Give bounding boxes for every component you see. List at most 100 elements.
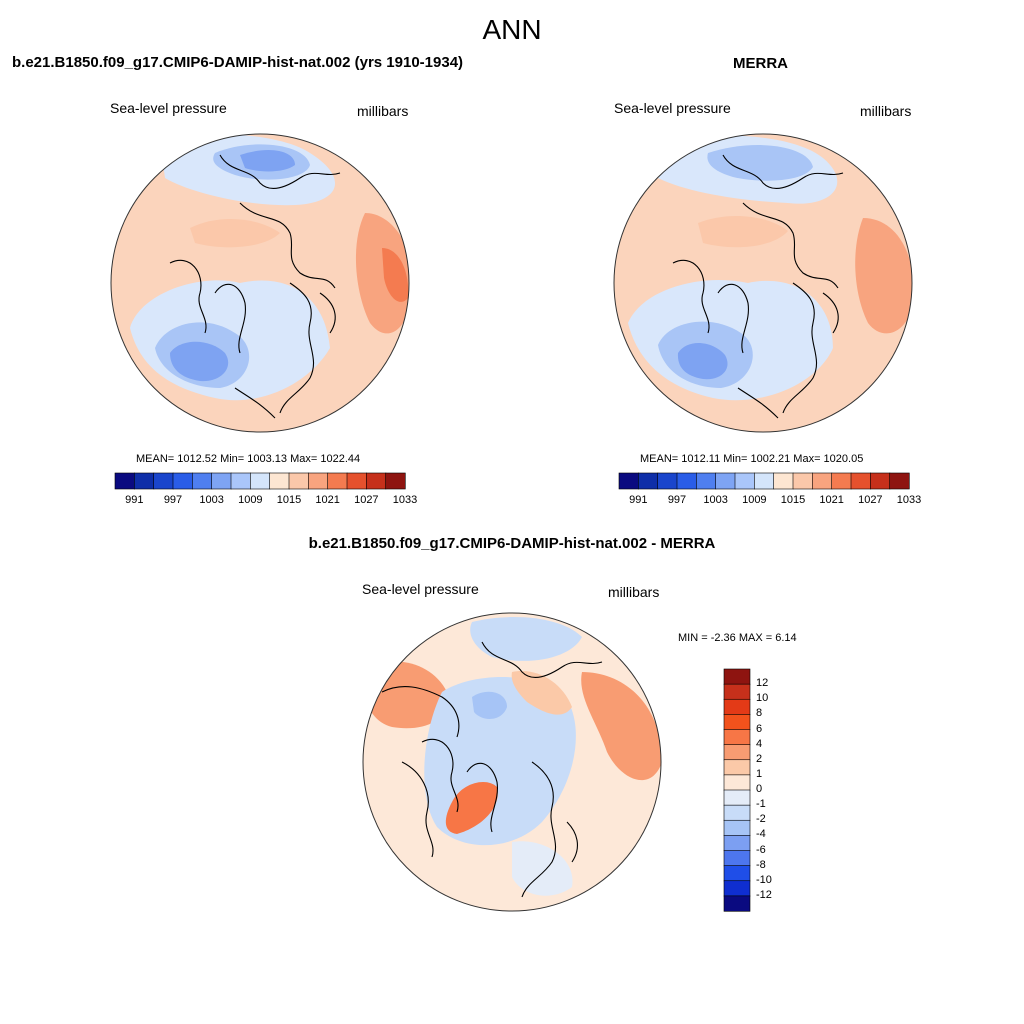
panel2-colorbar-box bbox=[889, 472, 910, 490]
panel3-colorbar-tick: -8 bbox=[756, 858, 766, 871]
panel1-colorbar-box bbox=[211, 472, 232, 490]
panel1-colorbar-tick: 1015 bbox=[276, 494, 302, 506]
panel1-colorbar-box bbox=[153, 472, 174, 490]
panel3-units-label: millibars bbox=[608, 584, 660, 600]
panel3-colorbar-tick: -4 bbox=[756, 828, 766, 841]
panel3-neg-core bbox=[472, 691, 507, 719]
panel3-pos-greenland bbox=[445, 782, 498, 834]
panel1-colorbar-box bbox=[134, 472, 155, 490]
panel3-map-border bbox=[362, 612, 662, 912]
panel1-colorbar-box bbox=[288, 472, 309, 490]
panel3-colorbar-tick: -10 bbox=[756, 873, 772, 886]
panel3-colorbar-tick: -2 bbox=[756, 813, 766, 826]
panel1-colorbar-box bbox=[114, 472, 135, 490]
panel2-colorbar-tick: 1003 bbox=[703, 494, 728, 506]
panel2-coastlines bbox=[672, 154, 844, 419]
panel2-map-border bbox=[613, 133, 913, 433]
panel2-colorbar-box bbox=[773, 472, 794, 490]
panel3-colorbar-tick: 8 bbox=[756, 707, 763, 720]
panel2-colorbar-box bbox=[734, 472, 755, 490]
panel1-low-atlantic-inner bbox=[170, 341, 229, 382]
panel2-colorbar-box bbox=[754, 472, 775, 490]
panel3-colorbar-box bbox=[723, 714, 751, 731]
panel3-coastlines bbox=[381, 641, 603, 898]
panel2-high-arctic bbox=[698, 216, 788, 248]
panel1-high-arctic bbox=[190, 218, 280, 248]
panel3-colorbar-box bbox=[723, 698, 751, 715]
panel2-low-atlantic-inner bbox=[677, 343, 728, 380]
panel3-colorbar-tick: 12 bbox=[756, 677, 769, 690]
panel2-colorbar-ticks: 991 997 1003 1009 1015 1021 1027 1033 bbox=[619, 494, 921, 508]
panel2-colorbar-box bbox=[812, 472, 833, 490]
panel1-colorbar-tick: 1003 bbox=[199, 494, 224, 506]
panel3-colorbar-tick: 4 bbox=[756, 737, 763, 750]
panel1-colorbar-box bbox=[172, 472, 193, 490]
panel1-colorbar bbox=[114, 472, 406, 490]
panel2-colorbar-box bbox=[715, 472, 736, 490]
panel3-pos-right bbox=[581, 672, 661, 781]
panel1-colorbar-box bbox=[269, 472, 290, 490]
panel2-colorbar-tick: 1015 bbox=[780, 494, 806, 506]
panel1-stats: MEAN= 1012.52 Min= 1003.13 Max= 1022.44 bbox=[136, 453, 361, 465]
panel3-polar-map bbox=[362, 612, 662, 912]
panel3-colorbar-tick: 1 bbox=[756, 767, 763, 780]
panel3-colorbar-tick: -1 bbox=[756, 798, 766, 811]
panel3-colorbar-tick: 6 bbox=[756, 722, 763, 735]
panel3-colorbar bbox=[723, 668, 751, 912]
panel2-colorbar-tick: 997 bbox=[667, 494, 687, 506]
panel1-colorbar-tick: 1033 bbox=[392, 494, 418, 506]
panel2-colorbar-tick: 991 bbox=[629, 494, 648, 506]
panel1-colorbar-box bbox=[230, 472, 251, 490]
panel2-title: MERRA bbox=[733, 55, 788, 72]
panel1-colorbar-tick: 1009 bbox=[238, 494, 263, 506]
panel1-colorbar-ticks: 991 997 1003 1009 1015 1021 1027 1033 bbox=[115, 494, 417, 508]
panel2-stats: MEAN= 1012.11 Min= 1002.21 Max= 1020.05 bbox=[640, 453, 864, 465]
panel3-neg-top bbox=[470, 617, 582, 661]
panel3-colorbar-box bbox=[723, 819, 751, 836]
panel3-colorbar-box bbox=[723, 865, 751, 882]
panel3-variable-label: Sea-level pressure bbox=[362, 581, 479, 597]
panel1-polar-map bbox=[110, 133, 410, 433]
panel1-variable-label: Sea-level pressure bbox=[110, 100, 227, 116]
panel2-colorbar-box bbox=[657, 472, 678, 490]
panel3-colorbar-box bbox=[723, 729, 751, 746]
panel3-colorbar-box bbox=[723, 880, 751, 897]
panel1-units-label: millibars bbox=[357, 103, 409, 119]
panel2-colorbar-tick: 1021 bbox=[819, 494, 844, 506]
panel2-colorbar-box bbox=[870, 472, 891, 490]
panel2-colorbar-box bbox=[676, 472, 697, 490]
panel3-colorbar-box bbox=[723, 774, 751, 791]
panel1-map-border bbox=[110, 133, 410, 433]
panel2-colorbar-tick: 1009 bbox=[742, 494, 767, 506]
panel2-colorbar bbox=[618, 472, 910, 490]
panel1-low-pacific-inner bbox=[240, 150, 295, 172]
panel3-stats: MIN = -2.36 MAX = 6.14 bbox=[678, 632, 797, 644]
panel1-colorbar-box bbox=[192, 472, 213, 490]
panel1-colorbar-box bbox=[250, 472, 271, 490]
panel1-colorbar-box bbox=[327, 472, 348, 490]
panel2-colorbar-tick: 1033 bbox=[896, 494, 922, 506]
panel3-colorbar-tick: -12 bbox=[756, 888, 772, 901]
panel3-colorbar-ticks: 12 10 8 6 4 2 1 0 -1 -2 -4 -6 -8 -10 -12 bbox=[756, 669, 796, 911]
panel2-low-pacific-core bbox=[707, 145, 813, 181]
panel3-colorbar-tick: -6 bbox=[756, 843, 766, 856]
panel3-colorbar-box bbox=[723, 789, 751, 806]
panel3-colorbar-box bbox=[723, 850, 751, 867]
panel3-colorbar-box bbox=[723, 683, 751, 700]
panel1-title: b.e21.B1850.f09_g17.CMIP6-DAMIP-hist-nat… bbox=[12, 54, 464, 71]
panel1-coastlines bbox=[169, 154, 341, 419]
panel1-colorbar-tick: 991 bbox=[125, 494, 144, 506]
panel3-colorbar-tick: 10 bbox=[756, 692, 769, 705]
panel3-colorbar-box bbox=[723, 668, 751, 685]
panel3-colorbar-box bbox=[723, 895, 751, 912]
panel2-colorbar-box bbox=[638, 472, 659, 490]
panel3-colorbar-box bbox=[723, 804, 751, 821]
panel3-colorbar-box bbox=[723, 744, 751, 761]
panel3-colorbar-tick: 2 bbox=[756, 752, 763, 765]
panel2-colorbar-box bbox=[696, 472, 717, 490]
panel3-neg-bottom bbox=[512, 841, 573, 896]
panel3-pos-siberia bbox=[511, 671, 572, 715]
panel1-colorbar-tick: 1027 bbox=[354, 494, 379, 506]
panel1-colorbar-box bbox=[346, 472, 367, 490]
panel2-polar-map bbox=[613, 133, 913, 433]
